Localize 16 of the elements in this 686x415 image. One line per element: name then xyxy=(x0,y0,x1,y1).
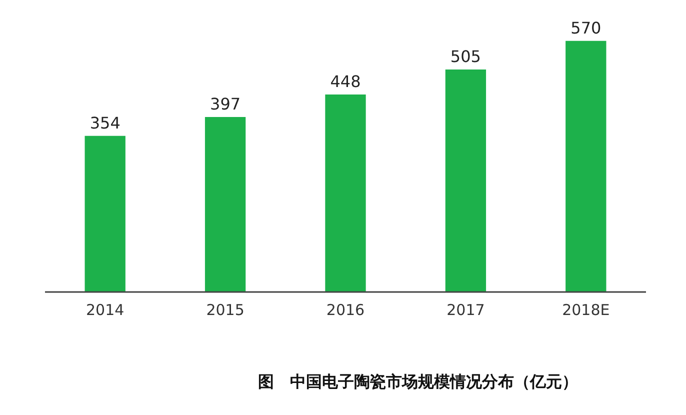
x-tick-label: 2016 xyxy=(326,300,365,319)
x-tick-label: 2018E xyxy=(562,300,610,319)
x-tick-label: 2015 xyxy=(206,300,244,319)
text: 图 中国电子陶瓷市场规模情况分布（亿元） xyxy=(257,372,579,393)
data-label: 505 xyxy=(450,46,481,66)
data-label: 397 xyxy=(210,94,241,114)
bar xyxy=(325,94,366,292)
data-label: 570 xyxy=(570,18,602,38)
data-label: 354 xyxy=(90,113,120,132)
x-tick-label: 2014 xyxy=(86,300,124,319)
bar xyxy=(566,40,606,292)
x-tick-label: 2017 xyxy=(446,300,485,319)
bar xyxy=(445,69,486,292)
bar xyxy=(204,116,246,292)
bar xyxy=(84,136,126,292)
data-label: 448 xyxy=(330,72,361,92)
